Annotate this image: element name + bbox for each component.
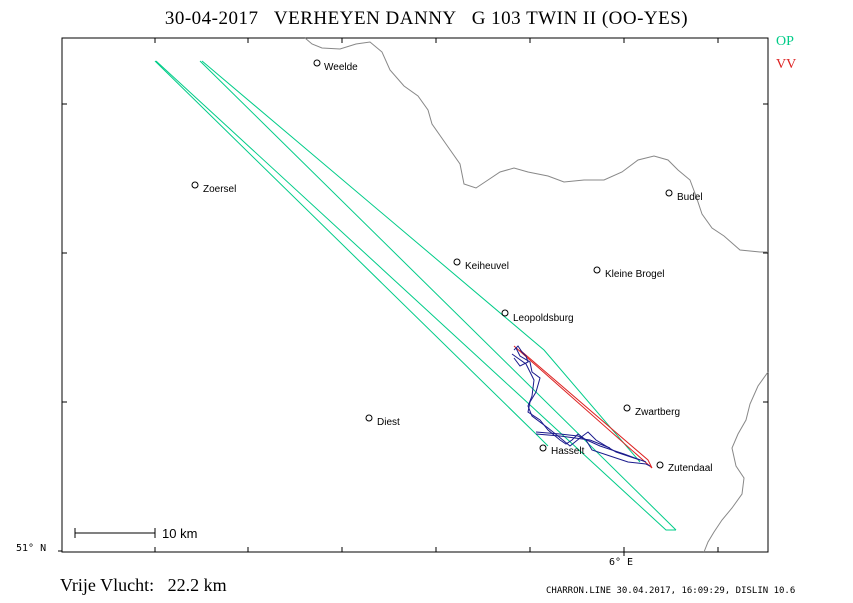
city-marker-weelde	[313, 59, 321, 67]
city-marker-zoersel	[191, 181, 199, 189]
city-label-zutendaal: Zutendaal	[668, 463, 713, 474]
city-marker-zutendaal	[656, 461, 664, 469]
free-flight-distance: Vrije Vlucht: 22.2 km	[60, 575, 227, 596]
city-marker-kleine-brogel	[593, 266, 601, 274]
city-label-zoersel: Zoersel	[203, 184, 237, 195]
city-label-keiheuvel: Keiheuvel	[465, 261, 509, 272]
city-label-leopoldsburg: Leopoldsburg	[513, 313, 574, 324]
latitude-label: 51° N	[16, 543, 47, 554]
legend-vv: VV	[776, 57, 797, 72]
vv-line	[513, 345, 653, 469]
footer-info: CHARRON.LINE 30.04.2017, 16:09:29, DISLI…	[546, 586, 796, 596]
map-frame	[61, 37, 769, 553]
free-flight-value: 22.2 km	[167, 575, 227, 595]
city-marker-hasselt	[539, 444, 547, 452]
border-line-2	[703, 371, 769, 553]
city-label-zwartberg: Zwartberg	[635, 407, 681, 418]
map-title: 30-04-2017 VERHEYEN DANNY G 103 TWIN II …	[164, 8, 689, 29]
free-flight-label: Vrije Vlucht:	[60, 575, 155, 595]
legend-op: OP	[776, 34, 794, 49]
city-marker-keiheuvel	[453, 258, 461, 266]
city-marker-diest	[365, 414, 373, 422]
city-label-budel: Budel	[677, 192, 703, 203]
flight-track	[511, 345, 651, 467]
longitude-label: 6° E	[609, 557, 634, 568]
axis-ticks	[58, 38, 768, 556]
city-marker-leopoldsburg	[501, 309, 509, 317]
city-marker-zwartberg	[623, 404, 631, 412]
city-label-kleine-brogel: Kleine Brogel	[605, 269, 665, 280]
scale-bar-label: 10 km	[162, 526, 198, 541]
border-line	[304, 37, 768, 253]
city-label-weelde: Weelde	[324, 62, 358, 73]
city-markers	[191, 59, 673, 469]
city-marker-budel	[665, 189, 673, 197]
scale-bar	[74, 528, 156, 538]
op-lines	[154, 60, 677, 531]
city-label-diest: Diest	[377, 417, 400, 428]
city-label-hasselt: Hasselt	[551, 446, 585, 457]
